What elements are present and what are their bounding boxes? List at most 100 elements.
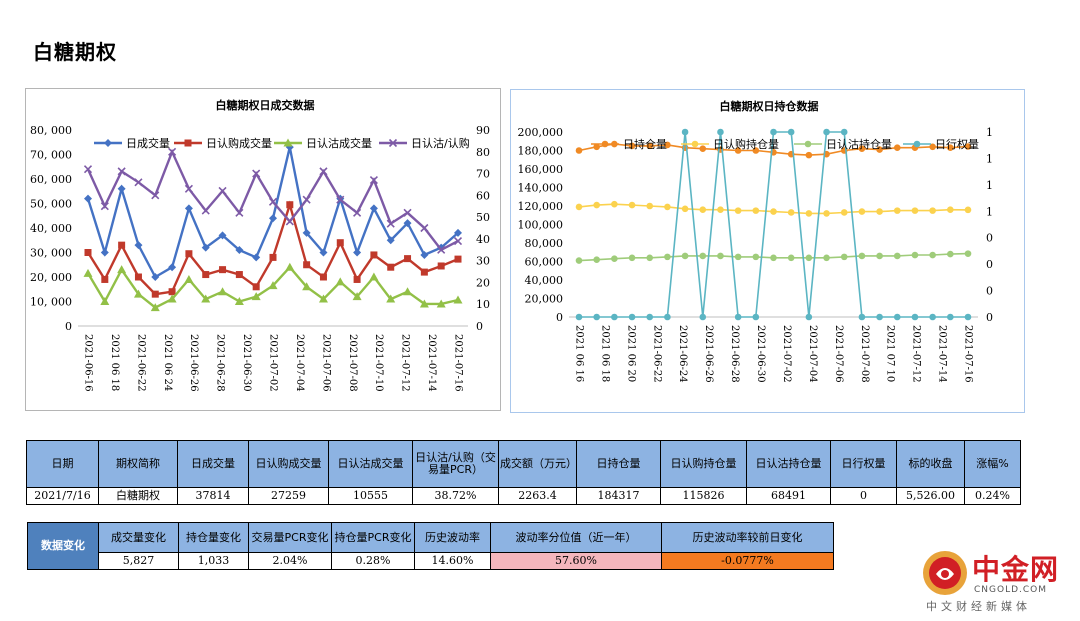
y-left-tick-label: 160,000 <box>518 163 564 176</box>
data-point <box>805 210 813 217</box>
data-point <box>302 195 311 204</box>
chart-title: 白糖期权日持仓数据 <box>720 99 819 113</box>
data-point <box>593 256 600 263</box>
data-point <box>929 207 936 214</box>
header-cell: 波动率分位值（近一年） <box>490 522 662 553</box>
data-point <box>269 253 277 261</box>
data-cell: 5,827 <box>98 552 179 570</box>
data-point <box>947 313 954 321</box>
data-point <box>823 210 830 217</box>
y-left-tick-label: 20, 000 <box>30 271 72 284</box>
x-tick-label: 2021-06-28 <box>729 325 740 383</box>
cngold-logo: 中金网 CNGOLD.COM 中文财经新媒体 <box>922 545 1072 615</box>
data-point <box>184 184 193 193</box>
data-point <box>219 266 227 274</box>
y-left-tick-label: 30, 000 <box>30 247 72 260</box>
y-right-tick-label: 70 <box>476 168 490 181</box>
data-point <box>386 236 395 245</box>
data-point <box>823 254 830 262</box>
summary-header-row: 日期 期权简称 日成交量 日认购成交量 日认沽成交量 日认沽/认购（交易量PCR… <box>26 440 1021 488</box>
y-right-tick-label: 50 <box>476 211 490 224</box>
volatility-change-cell: -0.0777% <box>661 552 834 570</box>
x-tick-label: 2021-07-08 <box>859 325 870 383</box>
data-point <box>420 250 429 259</box>
data-point <box>100 202 109 211</box>
y-left-tick-label: 0 <box>556 311 563 324</box>
data-point <box>858 313 866 321</box>
data-point <box>437 245 446 254</box>
data-point <box>403 287 413 296</box>
y-left-tick-label: 40,000 <box>525 274 564 287</box>
data-point <box>947 144 954 152</box>
data-point <box>168 147 177 156</box>
data-point <box>336 195 345 204</box>
legend-label: 日认沽/认购 <box>411 136 470 150</box>
data-point <box>893 144 901 152</box>
y-right-tick-label: 1 <box>986 205 993 218</box>
data-point <box>319 167 328 176</box>
x-tick-label: 2021-06-24 <box>677 325 688 383</box>
x-tick-label: 2021-07-04 <box>294 334 305 392</box>
data-point <box>234 297 244 305</box>
data-point <box>646 142 654 150</box>
y-right-tick-label: 0 <box>986 258 993 271</box>
data-point <box>369 272 379 281</box>
x-tick-label: 2021-07-16 <box>453 334 464 392</box>
data-point <box>269 214 277 223</box>
data-point <box>235 271 243 279</box>
data-cell: 2263.4 <box>498 487 577 505</box>
data-point <box>83 268 93 277</box>
y-left-tick-label: 80, 000 <box>30 124 72 137</box>
y-left-tick-label: 200,000 <box>518 126 564 139</box>
header-cell: 成交量变化 <box>98 522 179 553</box>
data-cell: 27259 <box>248 487 329 505</box>
daily-open-interest-chart: 白糖期权日持仓数据 0 20,000 40,000 60,000 80,000 100,00… <box>510 89 1025 413</box>
volatility-percentile-cell: 57.60% <box>490 552 662 570</box>
x-tick-label: 2021-06-22 <box>135 334 146 392</box>
data-cell: 0.28% <box>331 552 415 570</box>
data-point <box>184 204 193 213</box>
x-tick-label: 2021-07-02 <box>781 325 792 383</box>
data-point <box>646 254 654 262</box>
x-tick-label: 2021-06-26 <box>188 334 199 392</box>
y-right-tick-label: 60 <box>476 189 490 202</box>
header-cell: 历史波动率较前日变化 <box>661 522 834 553</box>
y-right-tick-label: 0 <box>986 232 993 245</box>
data-point <box>805 313 813 321</box>
data-point <box>387 263 395 271</box>
data-point <box>734 147 742 154</box>
data-point <box>628 201 636 209</box>
data-point <box>404 255 412 263</box>
header-cell: 日认购持仓量 <box>660 440 747 488</box>
x-tick-label: 2021-06-30 <box>241 334 252 392</box>
data-point <box>235 246 244 255</box>
header-cell: 成交额（万元） <box>498 440 577 488</box>
data-point <box>593 143 600 151</box>
y-right-tick-label: 30 <box>476 255 490 268</box>
data-point <box>353 248 362 257</box>
data-point <box>252 169 261 178</box>
data-point <box>840 209 848 216</box>
daily-summary-table: 日期 期权简称 日成交量 日认购成交量 日认沽成交量 日认沽/认购（交易量PCR… <box>26 440 1021 505</box>
x-tick-label: 2021-06-16 <box>83 334 94 392</box>
data-change-table: 数据变化 成交量变化 持仓量变化 交易量PCR变化 持仓量PCR变化 历史波动率… <box>27 522 834 570</box>
data-point <box>964 206 972 214</box>
data-point <box>453 295 463 304</box>
data-point <box>268 197 278 206</box>
data-point <box>929 251 936 259</box>
data-point <box>947 250 954 258</box>
legend-label: 日成交量 <box>126 136 170 150</box>
x-tick-label: 2021-07-08 <box>347 334 358 392</box>
data-point <box>929 313 936 321</box>
data-point <box>251 292 261 301</box>
data-point <box>699 313 707 321</box>
data-cell: 2.04% <box>248 552 332 570</box>
data-point <box>611 255 618 263</box>
x-tick-label: 2021-07-06 <box>833 325 844 383</box>
data-point <box>184 274 194 283</box>
summary-data-row: 2021/7/16 白糖期权 37814 27259 10555 38.72% … <box>26 487 1021 505</box>
data-point <box>681 252 689 260</box>
data-point <box>369 176 378 185</box>
data-point <box>386 219 395 228</box>
y-left-tick-label: 10, 000 <box>30 296 72 309</box>
